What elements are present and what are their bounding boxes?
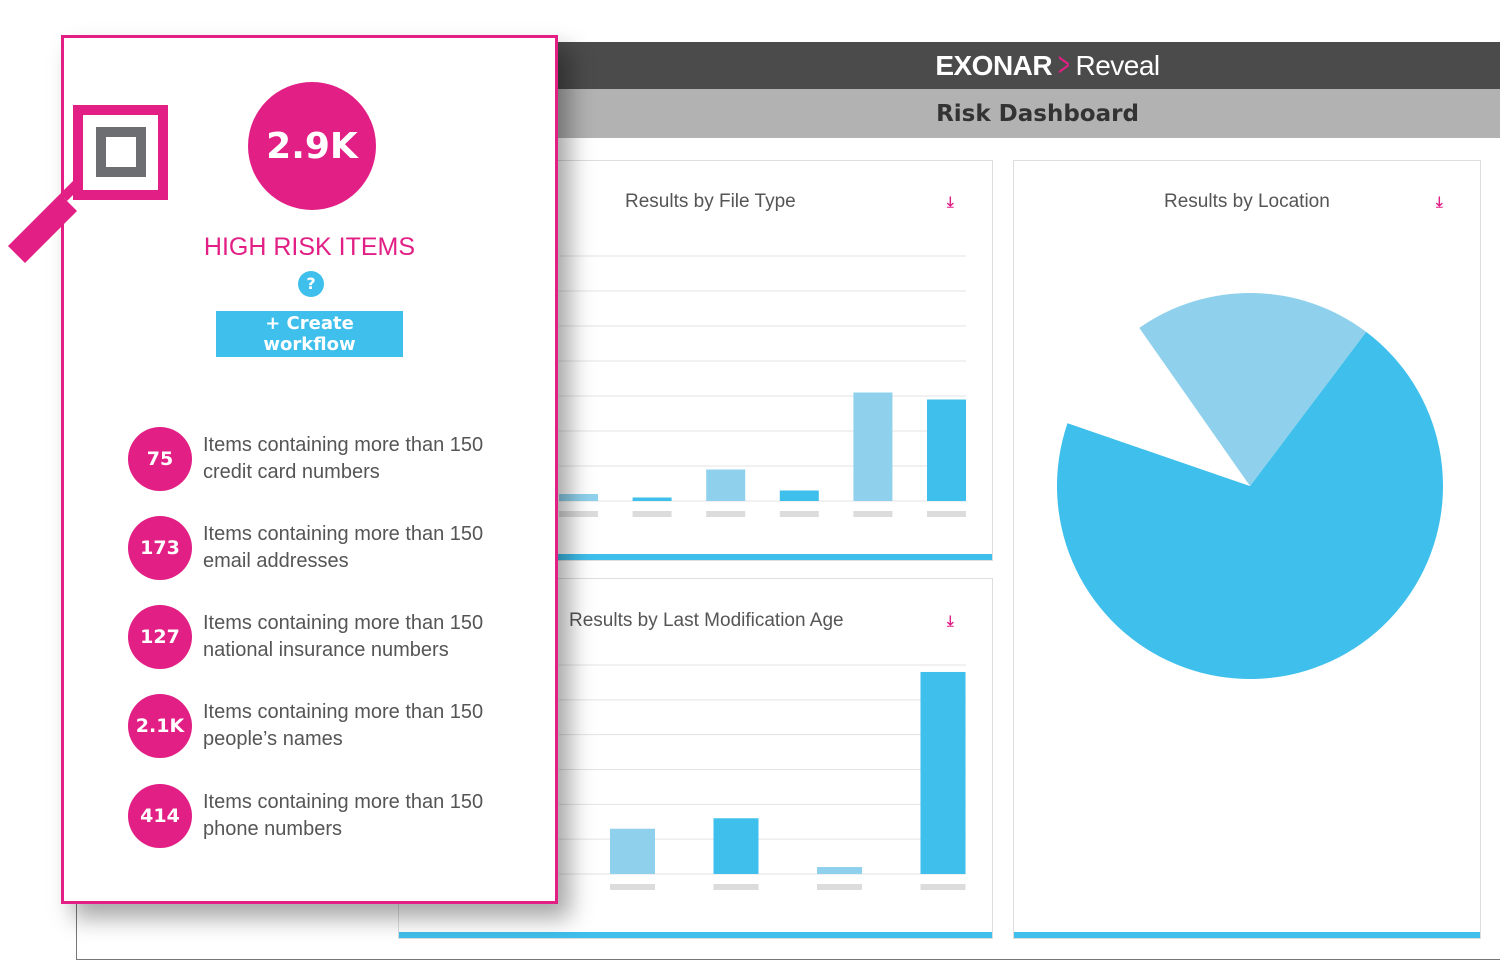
list-item[interactable]: 173 Items containing more than 150 email a… <box>128 516 483 580</box>
modification-age-bar-chart <box>559 664 966 890</box>
file-type-bar-chart <box>559 255 966 517</box>
x-tick-label-placeholder <box>817 884 862 890</box>
x-tick-label-placeholder <box>779 511 819 517</box>
high-risk-label: HIGH RISK ITEMS <box>203 233 416 261</box>
item-line: people’s names <box>203 728 343 750</box>
item-text: Items containing more than 150 people’s n… <box>203 699 483 753</box>
panel-title: Results by File Type <box>625 191 796 212</box>
x-tick-label-placeholder <box>632 511 672 517</box>
bar <box>706 469 746 501</box>
bar <box>610 828 655 874</box>
item-line: Items containing more than 150 <box>203 523 484 545</box>
count-badge: 75 <box>128 427 192 491</box>
item-line: Items containing more than 150 <box>203 434 484 456</box>
high-risk-card: 2.9K HIGH RISK ITEMS ? + Create workflow… <box>61 35 558 904</box>
item-text: Items containing more than 150 email addr… <box>203 521 483 575</box>
bar <box>632 497 672 501</box>
count-badge: 414 <box>128 784 192 848</box>
exonar-logo: EXONAR > Reveal <box>895 46 1160 85</box>
list-item[interactable]: 127 Items containing more than 150 nationa… <box>128 605 483 669</box>
app-header: EXONAR > Reveal <box>555 42 1500 89</box>
item-line: Items containing more than 150 <box>203 612 484 634</box>
logo-product: Reveal <box>1075 49 1160 81</box>
help-icon[interactable]: ? <box>298 271 324 297</box>
panel-location: Results by Location ⤓ <box>1013 160 1481 939</box>
chevron-right-icon: > <box>1057 46 1070 84</box>
x-tick-label-placeholder <box>706 511 746 517</box>
panel-accent-bar <box>399 554 992 560</box>
count-badge: 127 <box>128 605 192 669</box>
item-line: phone numbers <box>203 818 342 840</box>
item-line: Items containing more than 150 <box>203 701 484 723</box>
x-tick-label-placeholder <box>927 511 966 517</box>
bar <box>817 867 862 874</box>
list-item[interactable]: 414 Items containing more than 150 phone n… <box>128 784 483 848</box>
pie-slice <box>1057 331 1443 679</box>
x-tick-label-placeholder <box>920 884 966 890</box>
panel-title: Results by Location <box>1164 191 1330 212</box>
bar <box>853 392 893 501</box>
create-workflow-button[interactable]: + Create workflow <box>216 311 403 357</box>
list-item[interactable]: 2.1K Items containing more than 150 people… <box>128 694 483 758</box>
x-tick-label-placeholder <box>853 511 893 517</box>
bar <box>920 671 966 874</box>
magnifier-icon <box>8 105 168 263</box>
count-badge: 2.1K <box>128 694 192 758</box>
item-line: Items containing more than 150 <box>203 791 484 813</box>
page-title-bar: Risk Dashboard <box>555 89 1500 138</box>
panel-title: Results by Last Modification Age <box>569 610 844 631</box>
bar <box>559 494 598 501</box>
location-pie-chart <box>1057 293 1443 679</box>
bar <box>713 818 759 874</box>
download-icon[interactable]: ⤓ <box>947 193 954 211</box>
item-line: email addresses <box>203 550 349 572</box>
x-tick-label-placeholder <box>559 511 598 517</box>
item-line: credit card numbers <box>203 461 380 483</box>
count-badge: 173 <box>128 516 192 580</box>
panel-accent-bar <box>399 932 992 938</box>
pie-slice <box>1139 293 1367 486</box>
item-text: Items containing more than 150 credit car… <box>203 432 483 486</box>
item-text: Items containing more than 150 phone numb… <box>203 789 483 843</box>
x-tick-label-placeholder <box>610 884 655 890</box>
bar <box>927 399 966 501</box>
panel-accent-bar <box>1014 932 1480 938</box>
x-tick-label-placeholder <box>713 884 759 890</box>
item-line: national insurance numbers <box>203 639 449 661</box>
item-text: Items containing more than 150 national i… <box>203 610 483 664</box>
page-title: Risk Dashboard <box>936 100 1139 127</box>
download-icon[interactable]: ⤓ <box>947 612 954 630</box>
download-icon[interactable]: ⤓ <box>1436 193 1443 211</box>
total-count-badge: 2.9K <box>248 82 376 210</box>
bar <box>779 490 819 501</box>
logo-brand: EXONAR <box>935 49 1053 81</box>
pie-slice <box>1067 327 1250 486</box>
list-item[interactable]: 75 Items containing more than 150 credit c… <box>128 427 483 491</box>
